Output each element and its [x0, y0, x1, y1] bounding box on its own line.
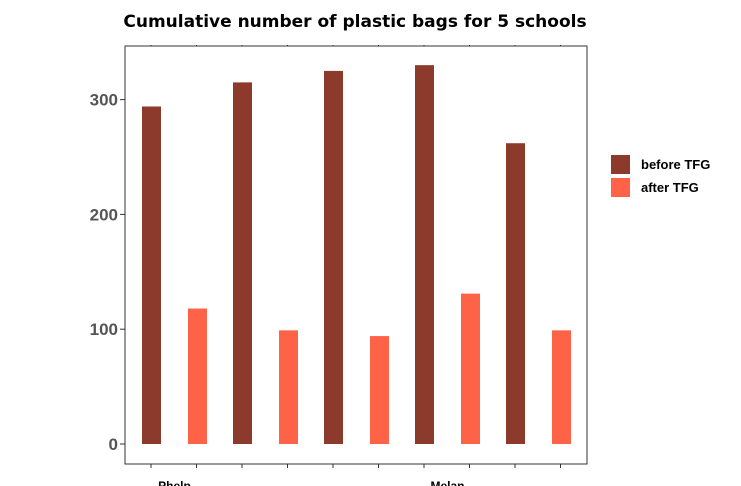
- bar-after-3: [370, 336, 389, 444]
- y-axis: 0 100 200 300: [90, 91, 125, 454]
- legend-label-1: before TFG: [641, 157, 710, 172]
- bar-after-4: [461, 293, 480, 444]
- y-tick-label: 300: [90, 91, 118, 110]
- y-tick-label: 100: [90, 320, 118, 339]
- y-tick-label: 200: [90, 205, 118, 224]
- bar-before-2: [233, 82, 252, 444]
- bars: [142, 65, 571, 445]
- bar-before-4: [415, 65, 434, 444]
- bar-after-2: [279, 330, 298, 444]
- bar-after-5: [552, 330, 571, 444]
- x-tick-label: Melan: [430, 479, 464, 486]
- legend-swatch-1: [611, 155, 630, 174]
- chart-title: Cumulative number of plastic bags for 5 …: [123, 12, 586, 32]
- x-tick-label: Phelp: [158, 479, 191, 486]
- x-axis: Phelp Melan: [150, 45, 561, 486]
- legend-label-2: after TFG: [641, 180, 699, 195]
- legend-swatch-2: [611, 178, 630, 197]
- bar-before-5: [506, 143, 525, 444]
- bar-before-3: [324, 70, 343, 445]
- legend: before TFG after TFG: [611, 155, 710, 197]
- y-tick-label: 0: [109, 435, 118, 454]
- bar-before-1: [142, 106, 161, 444]
- bar-after-1: [188, 308, 207, 444]
